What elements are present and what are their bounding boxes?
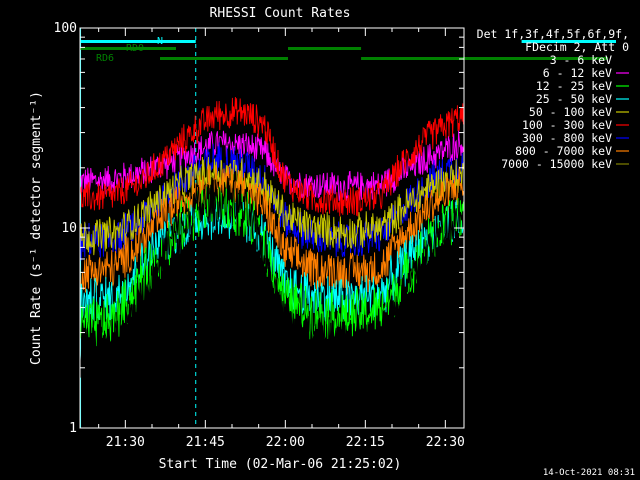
series-line-50-100-kev [80, 156, 464, 256]
legend-entry-label: 12 - 25 keV [536, 79, 612, 93]
annotation-rd0: RD0 [126, 43, 144, 54]
legend-entry-label: 6 - 12 keV [543, 66, 612, 80]
legend-entry-label: 800 - 7000 keV [515, 144, 612, 158]
legend-entry-label: 300 - 800 keV [522, 131, 612, 145]
legend-entry-label: 25 - 50 keV [536, 92, 612, 106]
series-line-3-6-kev [80, 176, 464, 380]
x-tick-label: 22:30 [426, 435, 465, 450]
series-line-800-7000-kev [80, 164, 464, 295]
legend-entry-label: 3 - 6 keV [550, 53, 612, 67]
legend-entry-label: 100 - 300 keV [522, 118, 612, 132]
x-tick-label: 21:30 [106, 435, 145, 450]
chart-title: RHESSI Count Rates [210, 6, 351, 21]
y-axis-label: Count Rate (s⁻¹ detector segment⁻¹) [29, 91, 44, 365]
series-line-25-50-kev [80, 194, 464, 323]
x-axis-label: Start Time (02-Mar-06 21:25:02) [159, 457, 402, 472]
axis-ticks: 21:30 21:45 22:00 22:15 22:30 1 10 100 [54, 21, 465, 450]
timestamp-label: 14-Oct-2021 08:31 [543, 468, 635, 478]
plot-area: N RD0 RD6 [80, 28, 616, 428]
annotation-rd6: RD6 [96, 53, 114, 64]
legend-header-line: Det 1f,3f,4f,5f,6f,9f, [477, 27, 629, 41]
series-line-100-300-kev [80, 96, 464, 217]
annotation-n: N [157, 36, 163, 47]
y-tick-label: 10 [61, 221, 77, 236]
series-line-12-25-kev [80, 183, 464, 347]
x-tick-label: 21:45 [186, 435, 225, 450]
legend-header-line: FDecim 2, Att 0 [525, 40, 629, 54]
x-tick-label: 22:00 [266, 435, 305, 450]
y-tick-label: 100 [54, 21, 77, 36]
legend-entry-label: 50 - 100 keV [529, 105, 612, 119]
legend: Det 1f,3f,4f,5f,6f,9f,FDecim 2, Att 03 -… [477, 27, 629, 171]
legend-entry-label: 7000 - 15000 keV [501, 157, 612, 171]
x-tick-label: 22:15 [346, 435, 385, 450]
y-tick-label: 1 [69, 421, 77, 436]
